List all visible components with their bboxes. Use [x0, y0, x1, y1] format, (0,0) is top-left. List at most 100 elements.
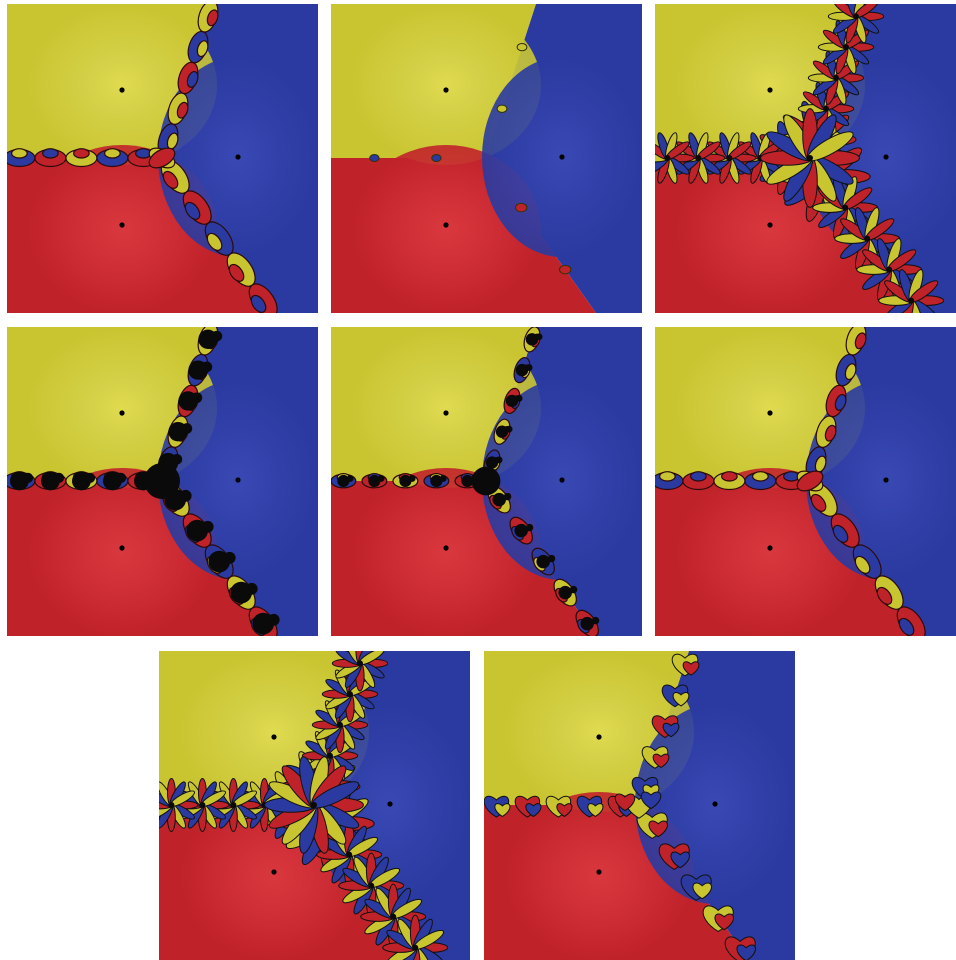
flower-center: [853, 13, 859, 20]
heart-lobe: [672, 692, 690, 707]
basin-panel-8: [484, 651, 795, 960]
julia-boundary: [655, 4, 945, 313]
basin-panel-4: [7, 327, 318, 636]
julia-boundary: [7, 327, 280, 636]
flower-center: [357, 660, 363, 667]
blue-root-marker: [387, 801, 393, 807]
blue-root-marker: [883, 154, 889, 160]
boundary-lobe: [73, 148, 90, 159]
flower-cluster: [655, 132, 695, 184]
julia-boundary: [369, 42, 572, 275]
julia-black-bulb: [485, 456, 499, 469]
boundary-lobe: [721, 471, 738, 482]
boundary-lobe: [104, 148, 121, 159]
julia-black-bulb: [514, 523, 528, 538]
heart-lobe: [652, 753, 670, 769]
flower-cluster: [827, 4, 885, 44]
boundary-bulb: [514, 202, 528, 213]
basin-image: [331, 327, 642, 636]
heart-lobe: [714, 913, 734, 931]
flower-cluster: [206, 777, 261, 833]
julia-boundary: [655, 327, 926, 636]
basin-image: [331, 4, 642, 313]
heart-lobe: [494, 803, 511, 818]
boundary-lobe: [898, 617, 915, 636]
boundary-lobe: [186, 70, 199, 88]
flower-center: [908, 297, 915, 304]
red-root-marker: [443, 222, 449, 228]
heart-lobe: [525, 803, 542, 818]
flower-cluster: [159, 777, 199, 833]
flower-center: [726, 155, 733, 161]
basin-image: [159, 651, 470, 960]
yellow-root-marker: [767, 410, 773, 416]
julia-black-bulb: [580, 616, 594, 631]
julia-black-bulb: [430, 474, 443, 488]
heart-lobe: [670, 851, 690, 869]
heart-lobe: [662, 722, 680, 738]
julia-boundary: [7, 4, 278, 313]
flower-cluster: [382, 914, 449, 960]
flower-center: [347, 691, 353, 698]
red-root-marker: [119, 222, 125, 228]
blue-root-marker: [883, 477, 889, 483]
julia-black-bulb: [492, 492, 506, 507]
flower-center: [833, 74, 839, 81]
flower-center: [199, 802, 206, 808]
julia-black-bulb: [503, 492, 512, 501]
blue-root-marker: [712, 801, 718, 807]
julia-black-bulb: [505, 394, 519, 408]
red-root-marker: [767, 545, 773, 551]
blue-root-marker: [235, 477, 241, 483]
flower-center: [823, 105, 829, 112]
flower-center: [311, 802, 317, 808]
heart-lobe: [587, 803, 604, 818]
basin-panel-7: [159, 651, 470, 960]
yellow-root-marker: [119, 87, 125, 93]
julia-black-bulb: [201, 520, 214, 533]
heart-lobe: [614, 793, 636, 812]
basin-panel-5: [331, 327, 642, 636]
julia-black-bulb: [547, 554, 556, 563]
flower-cluster: [807, 51, 865, 105]
yellow-root-marker: [443, 87, 449, 93]
flower-cluster: [760, 108, 860, 208]
flower-center: [664, 155, 671, 161]
red-root-marker: [271, 869, 277, 875]
julia-black-bulb: [377, 475, 385, 482]
julia-black-bulb: [461, 474, 474, 488]
red-root-marker: [767, 222, 773, 228]
flower-center: [337, 721, 343, 728]
basin-panel-1: [7, 4, 318, 313]
julia-black-bulb: [591, 616, 600, 625]
julia-black-bulb: [201, 361, 213, 373]
heart-lobe: [640, 791, 662, 810]
basin-image: [655, 327, 956, 636]
julia-black-bulb: [535, 333, 543, 341]
julia-black-bulb: [84, 472, 96, 484]
blue-root-marker: [235, 154, 241, 160]
boundary-lobe: [834, 393, 847, 411]
julia-black-bulb: [408, 475, 416, 482]
flower-center: [807, 155, 813, 161]
heart-lobe: [648, 820, 668, 838]
flower-center: [412, 944, 419, 951]
julia-black-bulb: [536, 554, 550, 569]
boundary-lobe: [659, 471, 676, 482]
red-root-marker: [443, 545, 449, 551]
julia-black-bulb: [525, 333, 539, 346]
julia-black-bulb: [223, 551, 236, 564]
julia-black-bulb: [346, 475, 354, 482]
flower-center: [864, 235, 871, 242]
heart-lobe: [692, 882, 712, 900]
julia-boundary: [331, 327, 600, 636]
julia-black-bulb: [267, 613, 280, 626]
julia-black-bulb: [211, 330, 223, 342]
julia-boundary: [159, 651, 449, 960]
julia-black-bulb: [179, 489, 192, 502]
boundary-lobe: [196, 40, 209, 58]
julia-black-bulb: [439, 475, 447, 482]
julia-black-bulb: [399, 474, 412, 488]
boundary-lobe: [148, 147, 176, 169]
boundary-lobe: [854, 332, 867, 350]
